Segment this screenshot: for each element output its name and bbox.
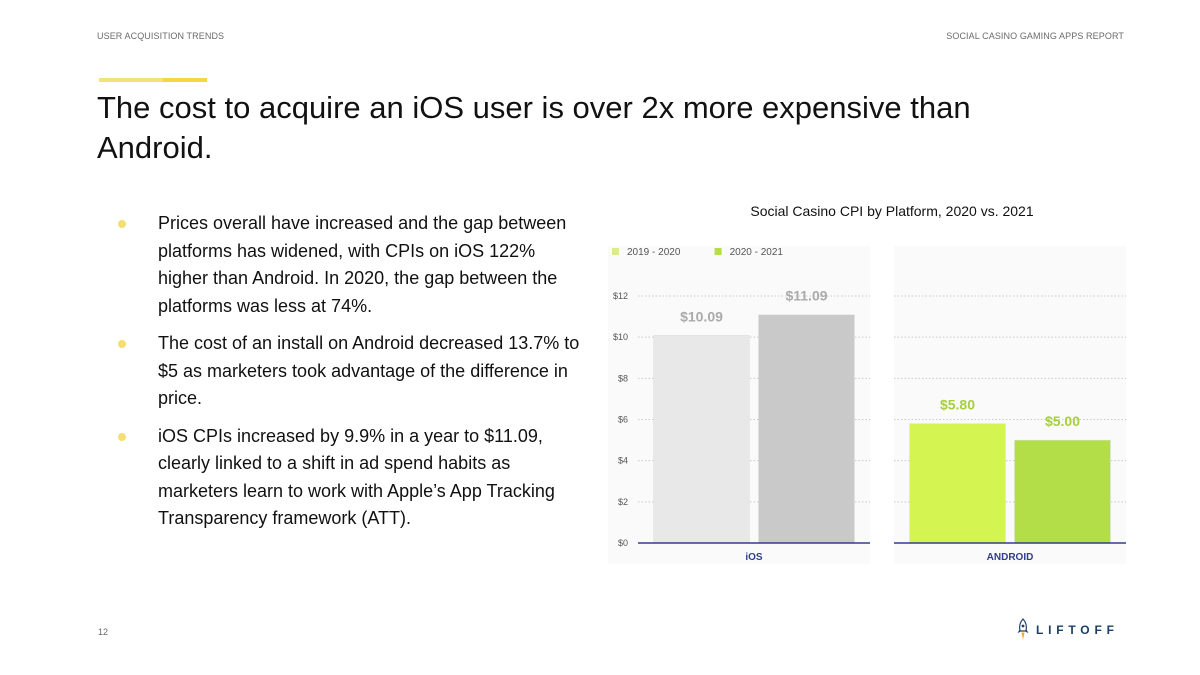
legend-swatch xyxy=(612,248,619,255)
legend-label: 2019 - 2020 xyxy=(627,247,681,258)
y-tick-label: $10 xyxy=(613,332,628,342)
bar-value-label: $10.09 xyxy=(680,308,723,324)
rocket-icon xyxy=(1017,618,1029,640)
logo-text: LIFTOFF xyxy=(1036,623,1119,637)
bullet-text: iOS CPIs increased by 9.9% in a year to … xyxy=(158,425,555,529)
bar-android-2020 xyxy=(909,423,1006,544)
bullet-dot-icon xyxy=(118,432,126,441)
page-number: 12 xyxy=(98,627,109,637)
bar-android-2021 xyxy=(1014,439,1111,544)
bar-value-label: $5.00 xyxy=(1045,413,1080,429)
bullet-text: Prices overall have increased and the ga… xyxy=(158,213,567,316)
bullet-dot-icon xyxy=(118,220,126,228)
x-category-label: iOS xyxy=(745,552,763,563)
bullet-dot-icon xyxy=(118,340,126,348)
y-tick-label: $4 xyxy=(618,456,628,466)
liftoff-logo: LIFTOFF xyxy=(1016,618,1119,642)
slide-title: The cost to acquire an iOS user is over … xyxy=(97,90,971,165)
legend-label: 2020 - 2021 xyxy=(730,247,784,258)
y-tick-label: $2 xyxy=(618,497,628,507)
bullet-item: Prices overall have increased and the ga… xyxy=(110,210,580,320)
section-label: USER ACQUISITION TRENDS xyxy=(97,31,225,41)
y-tick-label: $12 xyxy=(613,291,628,301)
legend-swatch xyxy=(714,248,722,255)
bar-ios-2021 xyxy=(758,314,855,544)
bullet-list: Prices overall have increased and the ga… xyxy=(110,210,580,543)
x-category-label: ANDROID xyxy=(987,552,1034,563)
y-tick-label: $6 xyxy=(618,415,628,425)
bullet-item: iOS CPIs increased by 9.9% in a year to … xyxy=(110,423,580,533)
cpi-bar-chart: $0 $2 $4 $6 $8 $10 $12 2019 - 2020 2020 - 2021 $1… xyxy=(608,246,1126,564)
bullet-text: The cost of an install on Android decrea… xyxy=(158,333,580,408)
bar-value-label: $5.80 xyxy=(940,397,975,413)
chart-title: Social Casino CPI by Platform, 2020 vs. … xyxy=(750,203,1034,219)
bar-ios-2020 xyxy=(653,335,750,544)
bullet-item: The cost of an install on Android decrea… xyxy=(110,330,580,413)
title-accent-bar xyxy=(99,78,207,82)
report-title: SOCIAL CASINO GAMING APPS REPORT xyxy=(946,31,1124,41)
y-tick-label: $8 xyxy=(618,373,628,383)
bar-value-label: $11.09 xyxy=(785,288,827,304)
y-tick-label: $0 xyxy=(618,538,628,548)
